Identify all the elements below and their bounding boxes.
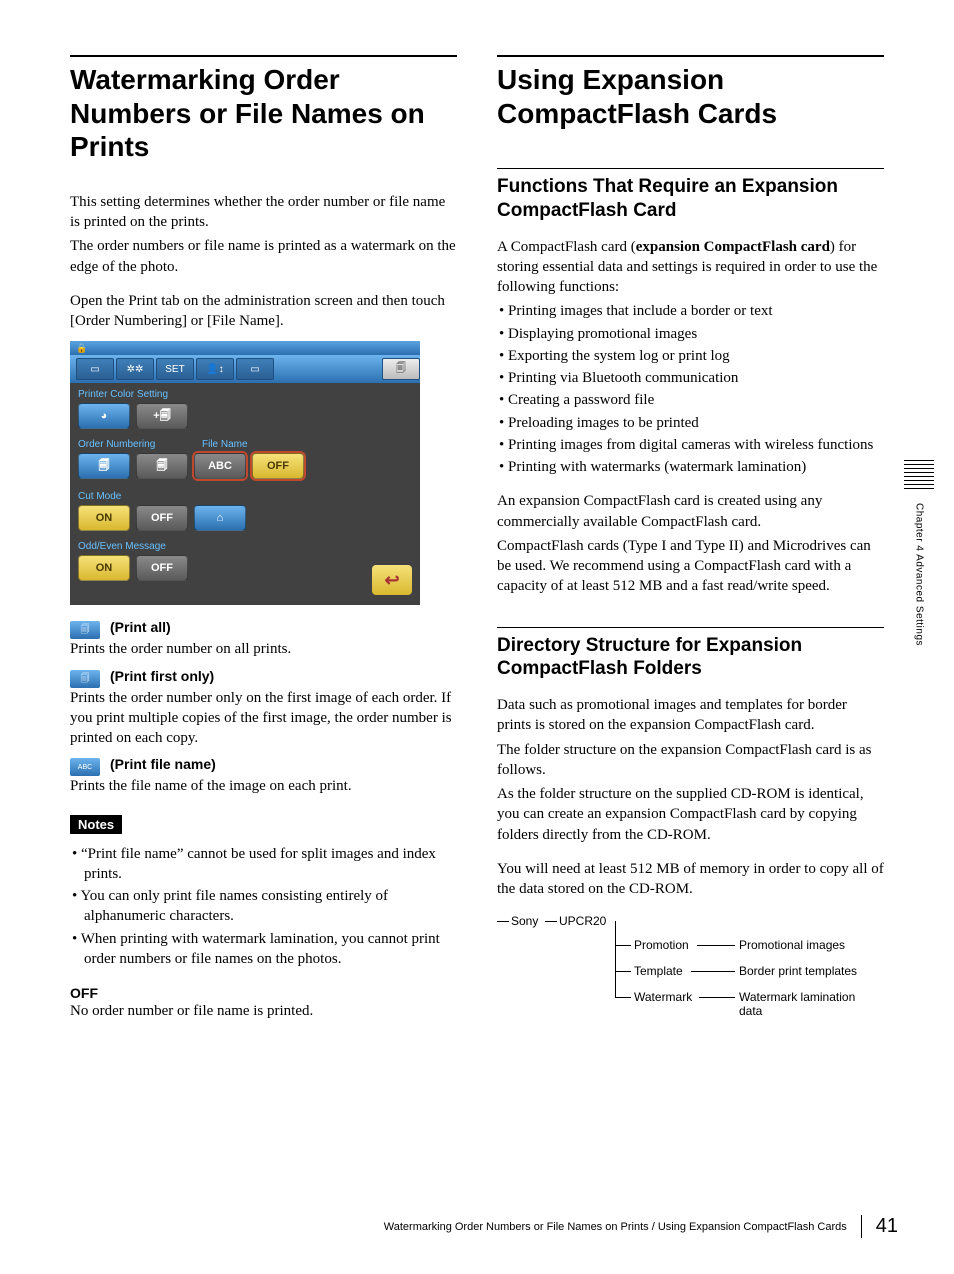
notes-list: “Print file name” cannot be used for spl… [70, 844, 457, 970]
sec1-heading: Functions That Require an Expansion Comp… [497, 175, 884, 223]
left-p3: Open the Print tab on the administration… [70, 291, 457, 332]
order-first-btn: 🗐 [136, 453, 188, 479]
color-btn: ◕ [78, 403, 130, 429]
sec2-p3: As the folder structure on the supplied … [497, 784, 884, 845]
left-p2: The order numbers or file name is printe… [70, 236, 457, 277]
print-filename-icon: ABC [70, 758, 100, 776]
note-item: When printing with watermark lamination,… [72, 929, 457, 970]
off-label: OFF [70, 985, 457, 1001]
label: Printer Color Setting [78, 389, 168, 400]
tree-folder: Watermark [634, 990, 692, 1004]
on-btn: ON [78, 505, 130, 531]
label: Order Numbering [78, 439, 155, 450]
page-number: 41 [861, 1215, 898, 1238]
off-desc: No order number or file name is printed. [70, 1001, 457, 1021]
subrule [497, 627, 884, 628]
label: Cut Mode [78, 491, 121, 502]
cut-icon-btn: ⌂ [194, 505, 246, 531]
print-first-icon: 🗐 [70, 670, 100, 688]
tree-desc: Promotional images [739, 938, 845, 952]
sec2-p4: You will need at least 512 MB of memory … [497, 859, 884, 900]
return-btn: ↩ [372, 565, 412, 595]
list-item: Displaying promotional images [499, 324, 884, 344]
footer-text: Watermarking Order Numbers or File Names… [384, 1221, 847, 1233]
sec2-heading: Directory Structure for Expansion Compac… [497, 634, 884, 682]
list-item: Printing images that include a border or… [499, 301, 884, 321]
add-printer-btn: +🗐 [136, 403, 188, 429]
right-column: Using Expansion CompactFlash Cards Funct… [497, 55, 884, 1025]
notes-heading: Notes [70, 815, 122, 834]
rule [497, 55, 884, 57]
list-item: Exporting the system log or print log [499, 346, 884, 366]
tree-root: Sony [511, 914, 538, 928]
sec2-p1: Data such as promotional images and temp… [497, 695, 884, 736]
note-item: You can only print file names consisting… [72, 886, 457, 927]
list-item: Printing via Bluetooth communication [499, 368, 884, 388]
on-btn: ON [78, 555, 130, 581]
order-all-btn: 🗐 [78, 453, 130, 479]
sec1-p3: CompactFlash cards (Type I and Type II) … [497, 536, 884, 597]
tab-icon: ▭ [236, 358, 274, 380]
tab-icon: SET [156, 358, 194, 380]
tree-folder: Template [634, 964, 683, 978]
print-all-icon: 🗐 [70, 621, 100, 639]
print-all-label: (Print all) [110, 619, 171, 635]
label: Odd/Even Message [78, 541, 166, 552]
lock-icon: 🔒 [76, 343, 87, 354]
tab-icon: ✲✲ [116, 358, 154, 380]
sec1-p2: An expansion CompactFlash card is create… [497, 491, 884, 532]
list-item: Creating a password file [499, 390, 884, 410]
sec1-bullets: Printing images that include a border or… [497, 301, 884, 477]
sec2-p2: The folder structure on the expansion Co… [497, 740, 884, 781]
list-item: Preloading images to be printed [499, 413, 884, 433]
side-chapter-label: Chapter 4 Advanced Settings [904, 460, 934, 646]
tree-root2: UPCR20 [559, 914, 606, 928]
page-footer: Watermarking Order Numbers or File Names… [384, 1215, 898, 1238]
off-btn: OFF [252, 453, 304, 479]
print-first-label: (Print first only) [110, 668, 214, 684]
sec1-p1: A CompactFlash card (expansion CompactFl… [497, 237, 884, 298]
right-title: Using Expansion CompactFlash Cards [497, 63, 884, 130]
tree-desc: Watermark lamination data [739, 990, 879, 1018]
left-p1: This setting determines whether the orde… [70, 192, 457, 233]
off-btn: OFF [136, 555, 188, 581]
tab-icon: 🗐 [382, 358, 420, 380]
filename-btn: ABC [194, 453, 246, 479]
list-item: Printing images from digital cameras wit… [499, 435, 884, 455]
print-filename-desc: Prints the file name of the image on eac… [70, 776, 457, 796]
print-first-desc: Prints the order number only on the firs… [70, 688, 457, 749]
label: File Name [202, 439, 248, 450]
print-all-desc: Prints the order number on all prints. [70, 639, 457, 659]
list-item: Printing with watermarks (watermark lami… [499, 457, 884, 477]
note-item: “Print file name” cannot be used for spl… [72, 844, 457, 885]
tree-folder: Promotion [634, 938, 689, 952]
subrule [497, 168, 884, 169]
tree-desc: Border print templates [739, 964, 857, 978]
left-column: Watermarking Order Numbers or File Names… [70, 55, 457, 1025]
print-tab-screenshot: 🔒 ▭ ✲✲ SET 👤↕ ▭ 🗐 Printer Color Setting … [70, 341, 420, 605]
left-title: Watermarking Order Numbers or File Names… [70, 63, 457, 164]
print-filename-label: (Print file name) [110, 756, 216, 772]
directory-tree: Sony UPCR20 Promotion Promotional images… [497, 913, 884, 1023]
off-btn: OFF [136, 505, 188, 531]
rule [70, 55, 457, 57]
tab-icon: 👤↕ [196, 358, 234, 380]
tab-icon: ▭ [76, 358, 114, 380]
